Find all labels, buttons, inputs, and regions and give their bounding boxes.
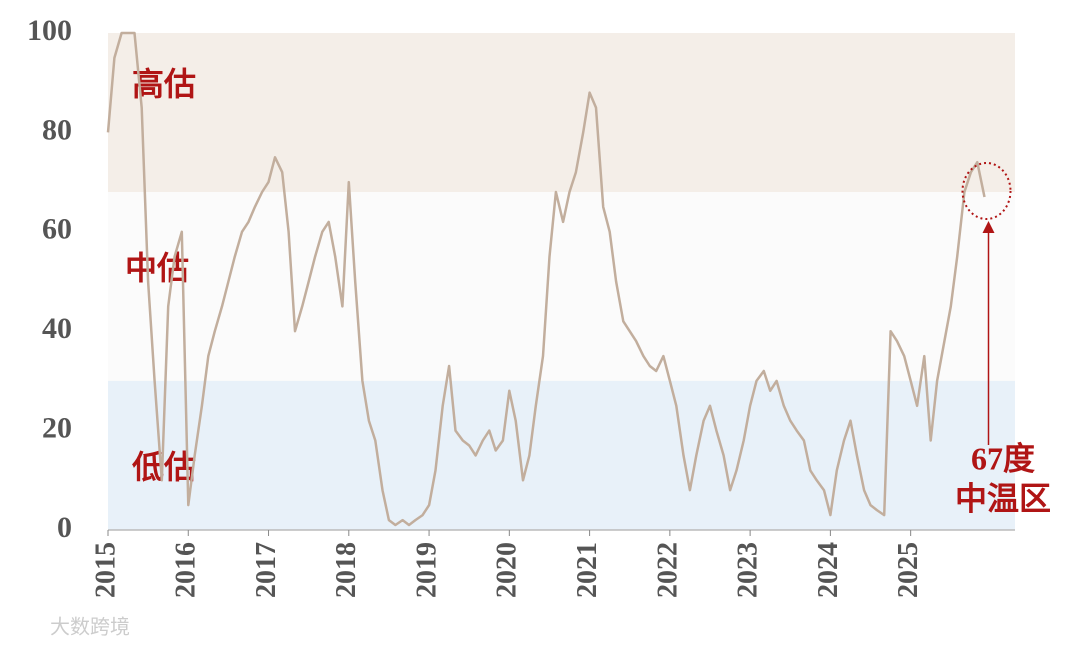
band-label: 高估	[132, 66, 196, 102]
y-tick-label: 0	[57, 511, 72, 544]
y-tick-label: 40	[42, 312, 72, 345]
y-tick-label: 20	[42, 411, 72, 444]
y-tick-label: 100	[27, 14, 72, 47]
annotation: 中温区	[955, 480, 1051, 516]
y-tick-label: 80	[42, 113, 72, 146]
band	[108, 33, 1015, 193]
annotation: 67度	[971, 440, 1035, 476]
x-tick-label: 2020	[492, 542, 523, 598]
band-label: 低估	[132, 449, 196, 485]
x-tick-label: 2023	[733, 542, 764, 598]
x-tick-label: 2024	[813, 542, 844, 598]
band-label: 中估	[125, 250, 189, 286]
x-tick-label: 2018	[331, 542, 362, 598]
x-tick-label: 2025	[893, 542, 924, 598]
x-tick-label: 2022	[652, 542, 683, 598]
arrow-head	[982, 221, 995, 234]
band	[108, 192, 1015, 381]
x-tick-label: 2016	[171, 542, 202, 598]
highlight-ellipse	[961, 162, 1012, 221]
watermark: 大数跨境	[50, 615, 130, 639]
y-tick-label: 60	[42, 213, 72, 246]
x-tick-label: 2021	[572, 542, 603, 598]
x-tick-label: 2019	[411, 542, 442, 598]
x-tick-label: 2017	[251, 542, 282, 598]
line	[106, 31, 986, 527]
x-tick-label: 2015	[90, 542, 121, 598]
band	[108, 380, 1015, 530]
